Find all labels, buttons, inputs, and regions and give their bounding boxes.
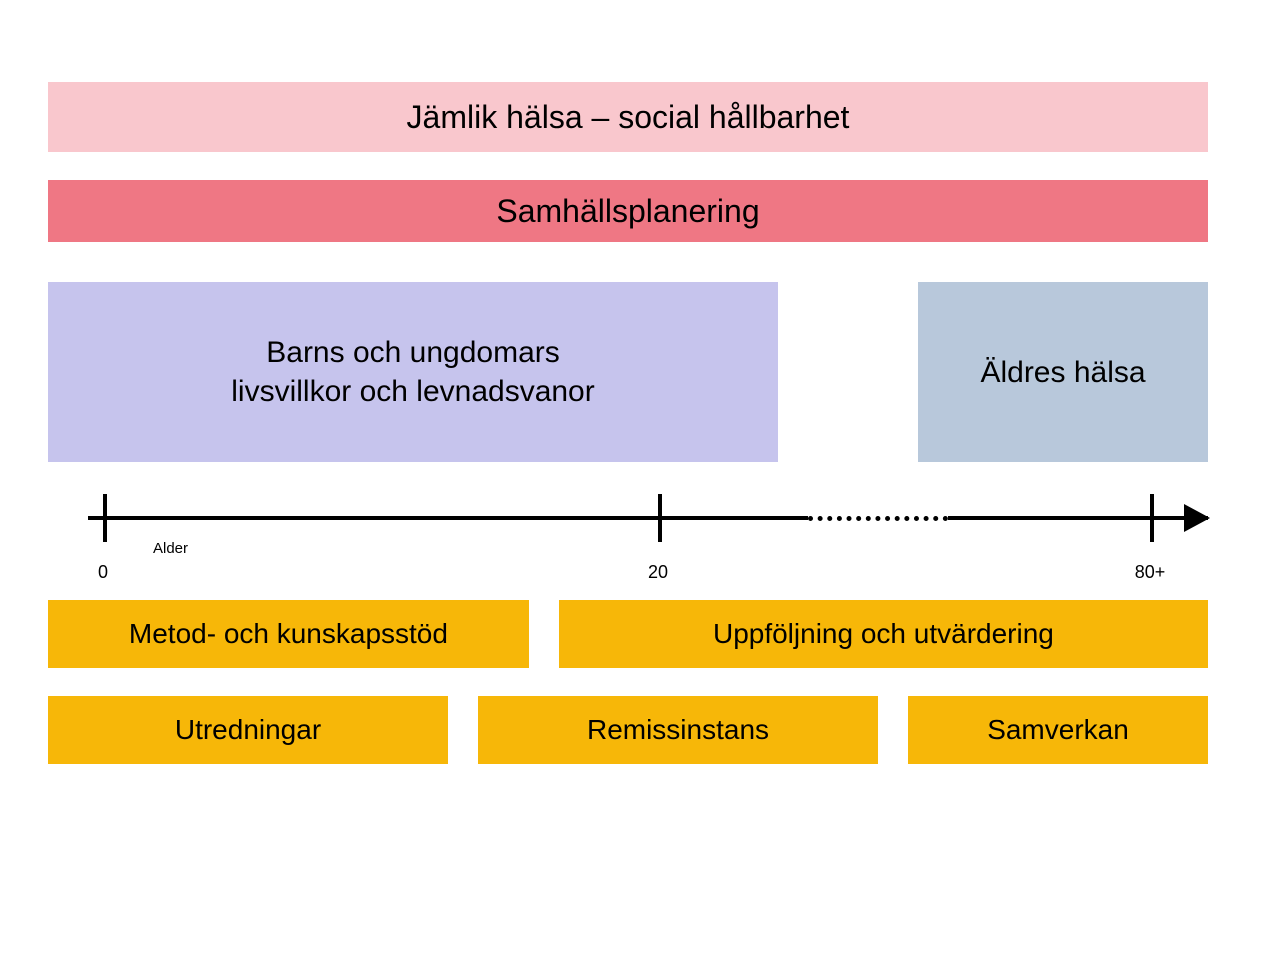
axis-title: Alder bbox=[153, 540, 188, 557]
axis-arrowhead-icon bbox=[1184, 504, 1210, 532]
axis-tick-label: 0 bbox=[98, 562, 108, 583]
top-bar-equal-health: Jämlik hälsa – social hållbarhet bbox=[48, 82, 1208, 152]
axis-tick bbox=[1150, 494, 1154, 542]
support-box: Utredningar bbox=[48, 696, 448, 764]
age-group-row: Barns och ungdomarslivsvillkor och levna… bbox=[48, 282, 1208, 462]
axis-tick bbox=[658, 494, 662, 542]
diagram-canvas: Jämlik hälsa – social hållbarhet Samhäll… bbox=[48, 82, 1208, 764]
support-box: Uppföljning och utvärdering bbox=[559, 600, 1208, 668]
age-axis: Alder 0 20 80+ bbox=[48, 482, 1208, 582]
age-box-children-youth: Barns och ungdomarslivsvillkor och levna… bbox=[48, 282, 778, 462]
axis-tick bbox=[103, 494, 107, 542]
support-box: Metod- och kunskapsstöd bbox=[48, 600, 529, 668]
second-bar-community-planning: Samhällsplanering bbox=[48, 180, 1208, 242]
age-box-elderly: Äldres hälsa bbox=[918, 282, 1208, 462]
support-row-2: Utredningar Remissinstans Samverkan bbox=[48, 696, 1208, 764]
axis-dotted-segment bbox=[808, 516, 948, 521]
axis-tick-label: 20 bbox=[648, 562, 668, 583]
support-box: Remissinstans bbox=[478, 696, 878, 764]
axis-tick-label: 80+ bbox=[1135, 562, 1166, 583]
support-row-1: Metod- och kunskapsstöd Uppföljning och u… bbox=[48, 600, 1208, 668]
support-box: Samverkan bbox=[908, 696, 1208, 764]
axis-line bbox=[88, 516, 1208, 520]
